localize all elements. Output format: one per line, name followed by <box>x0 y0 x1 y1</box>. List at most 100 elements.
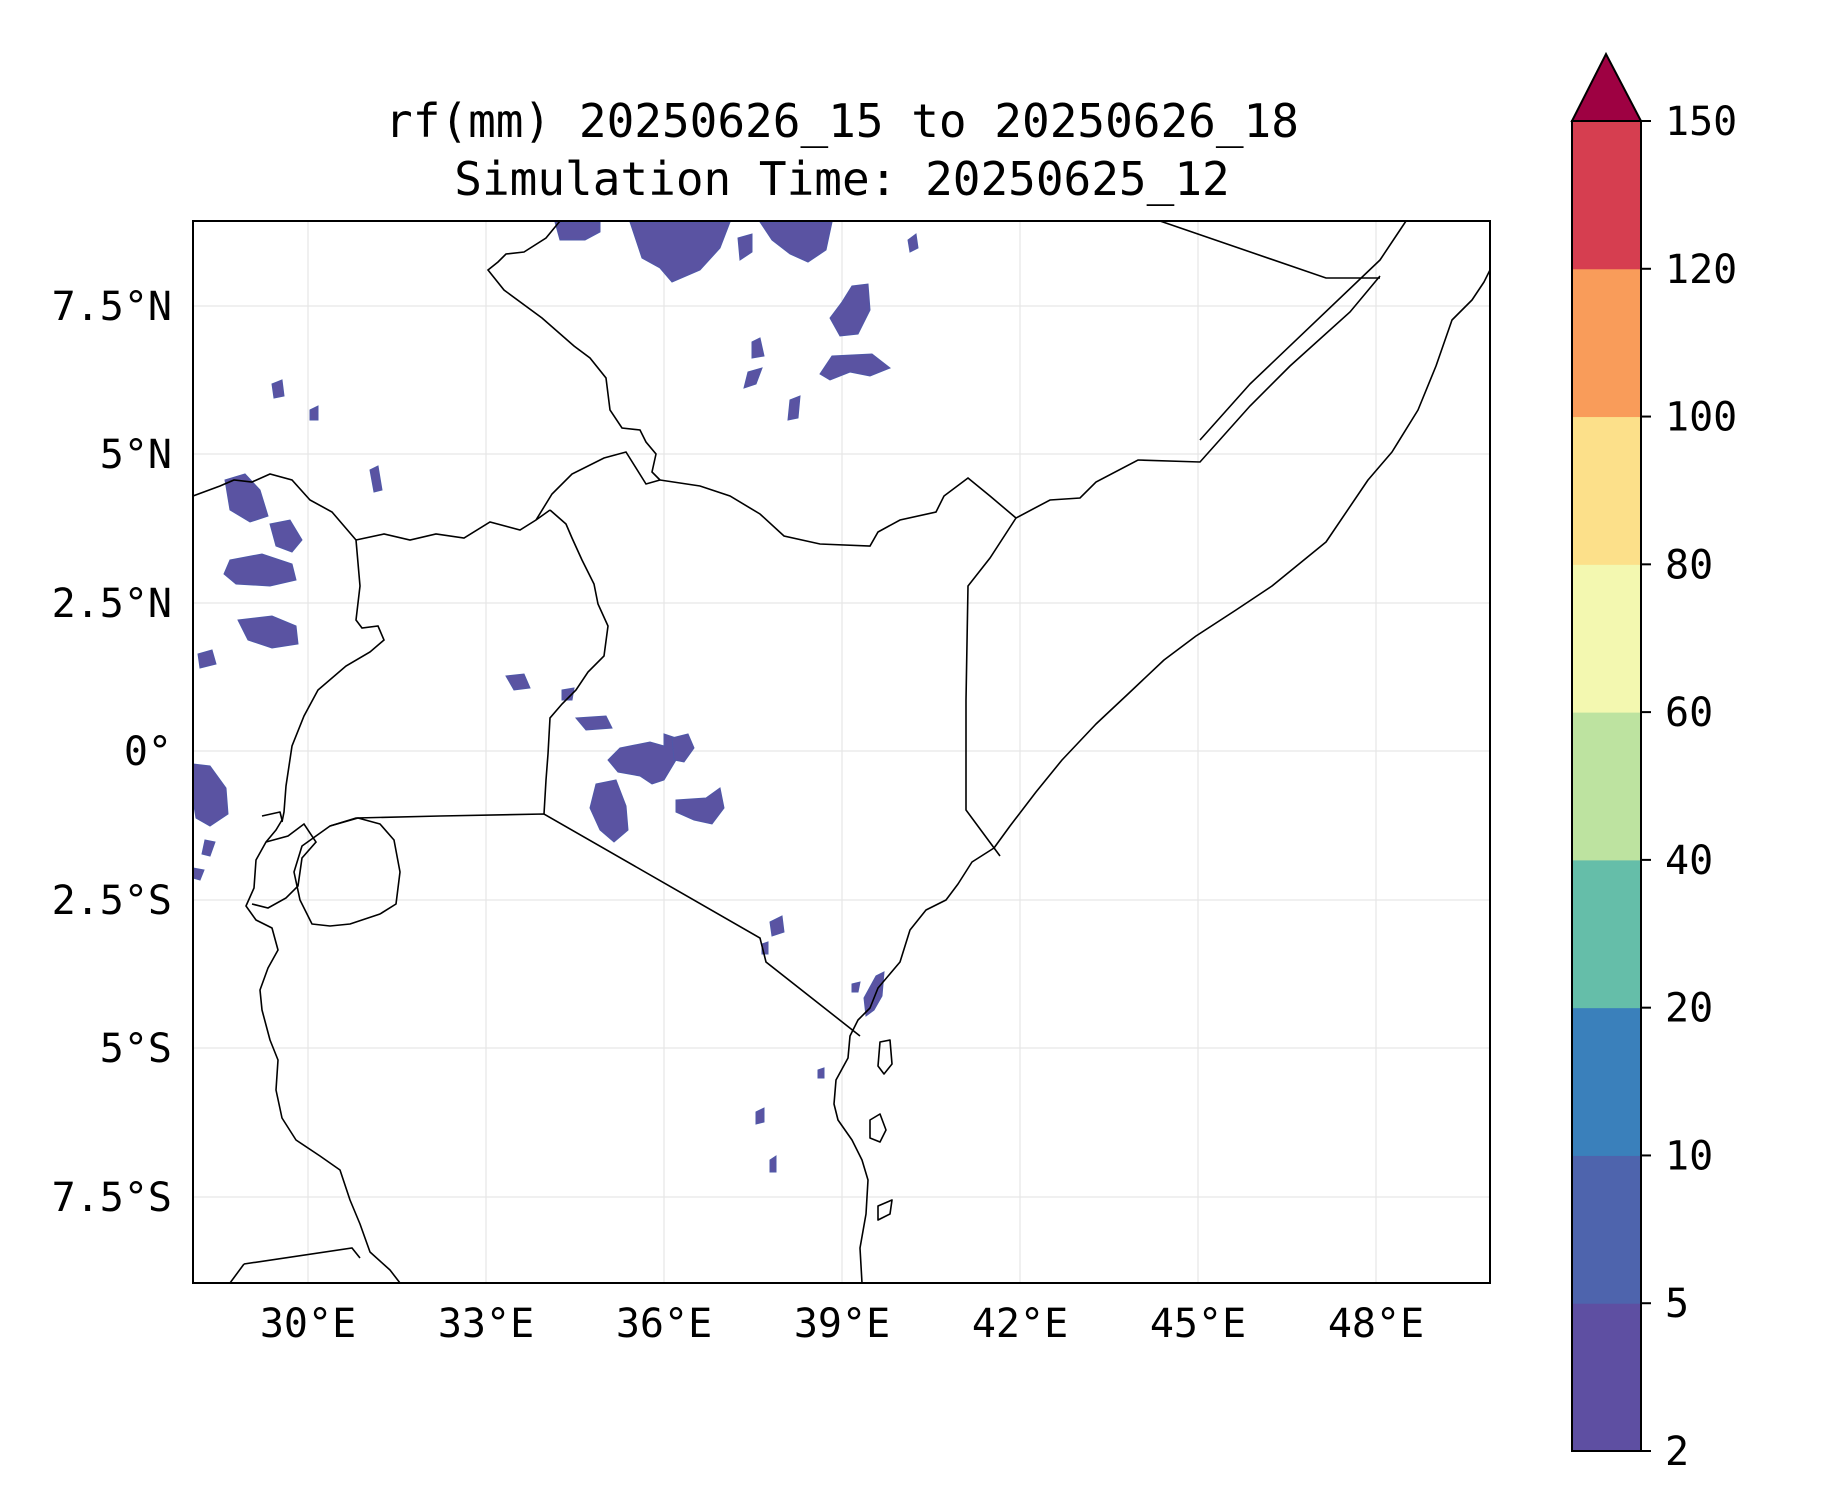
coastline-somalia <box>833 269 1490 1283</box>
rain-patch-kenya-coast <box>851 981 861 993</box>
colorbar: 2 5 10 20 40 60 80 100 120 150 <box>1570 51 1737 1475</box>
colorbar-extend-arrow <box>1570 51 1643 122</box>
lon-tick-label: 45°E <box>1150 1301 1246 1347</box>
lake-tanganyika-shore <box>245 811 401 1283</box>
rain-patch-uganda <box>574 715 613 731</box>
rain-patch-uganda <box>505 673 531 691</box>
rain-patch-kenya-west <box>607 733 677 785</box>
colorbar-band <box>1572 1155 1641 1304</box>
rain-patch-ethiopia-central <box>751 337 765 359</box>
rainfall-areas <box>193 221 919 1173</box>
border-ethiopia-somalia <box>1015 275 1381 519</box>
colorbar-tick-label: 5 <box>1665 1281 1689 1327</box>
coastline-red-sea <box>1199 221 1407 441</box>
colorbar-tick-label: 120 <box>1665 247 1737 293</box>
colorbar-tick-label: 40 <box>1665 838 1713 884</box>
colorbar-tick-label: 20 <box>1665 986 1713 1032</box>
rain-patch-tanzania <box>769 1155 777 1173</box>
colorbar-tick-label: 2 <box>1665 1429 1689 1475</box>
border-zambia-drc <box>229 1263 245 1283</box>
rain-patch-uganda <box>561 687 575 701</box>
lat-tick-label: 7.5°S <box>52 1175 172 1221</box>
pemba-island <box>877 1039 893 1075</box>
border-sudan-ethiopia <box>486 221 661 481</box>
country-borders <box>193 221 1381 1283</box>
border-rwanda-burundi <box>251 822 318 909</box>
colorbar-tick-label: 80 <box>1665 542 1713 588</box>
lon-tick-label: 39°E <box>794 1301 890 1347</box>
colorbar-bands <box>1572 121 1641 1452</box>
rain-patch-south-sudan <box>369 465 383 493</box>
border-somaliland <box>1159 221 1380 279</box>
colorbar-band <box>1572 416 1641 565</box>
colorbar-band <box>1572 1303 1641 1452</box>
rain-patch-ethiopia-central <box>819 353 891 381</box>
rain-patch-drc-west <box>223 553 297 587</box>
colorbar-band <box>1572 121 1641 270</box>
rain-patch-kenya-west <box>589 779 629 843</box>
rain-patch-drc-west <box>197 649 217 669</box>
colorbar-tick-label: 60 <box>1665 690 1713 736</box>
map-title-line1: rf(mm) 20250626_15 to 20250626_18 <box>385 94 1299 148</box>
colorbar-tick-label: 10 <box>1665 1133 1713 1179</box>
rain-patch-drc-west <box>237 615 299 649</box>
colorbar-band <box>1572 712 1641 861</box>
lon-tick-label: 42°E <box>972 1301 1068 1347</box>
border-tanzania-zambia <box>243 1247 361 1265</box>
colorbar-band <box>1572 859 1641 1009</box>
lon-tick-label: 33°E <box>438 1301 534 1347</box>
border-uganda-kenya <box>543 509 609 815</box>
lat-tick-label: 2.5°N <box>52 581 172 627</box>
rain-patch-tanzania <box>817 1067 825 1079</box>
rain-patch-ethiopia-north <box>629 221 731 283</box>
zanzibar-island <box>869 1113 887 1143</box>
map-title-line2: Simulation Time: 20250625_12 <box>454 152 1229 206</box>
rain-patch-ethiopia-north <box>737 233 753 261</box>
rain-patch-kenya-west <box>675 787 725 825</box>
rain-patch-kenya-west <box>671 733 695 763</box>
lake-victoria <box>293 817 401 927</box>
colorbar-tick-label: 150 <box>1665 99 1737 145</box>
border-ssudan-uganda <box>355 509 551 541</box>
latitude-axis: 7.5°N 5°N 2.5°N 0° 2.5°S 5°S 7.5°S <box>52 284 172 1221</box>
rain-patch-ethiopia-central <box>787 395 801 421</box>
lat-tick-label: 5°S <box>100 1026 172 1072</box>
border-ethiopia-kenya <box>659 476 1017 547</box>
rain-patch-ethiopia-central <box>829 283 871 337</box>
colorbar-band <box>1572 268 1641 418</box>
border-drc-ssudan <box>193 473 357 541</box>
rain-patch-ethiopia-central <box>743 367 763 389</box>
lat-tick-label: 0° <box>124 729 172 775</box>
map-panel <box>192 220 1491 1284</box>
rain-patch-drc-west <box>224 473 269 523</box>
colorbar-ticks: 2 5 10 20 40 60 80 100 120 150 <box>1641 99 1737 1475</box>
colorbar-frame <box>1571 120 1642 1452</box>
lat-tick-label: 7.5°N <box>52 284 172 330</box>
map-frame <box>192 220 1491 1284</box>
border-ssudan-ethiopia <box>535 451 661 521</box>
rain-patch-drc-west <box>193 867 205 881</box>
lon-tick-label: 48°E <box>1328 1301 1424 1347</box>
lat-tick-label: 2.5°S <box>52 878 172 924</box>
colorbar-band <box>1572 1007 1641 1156</box>
border-tanzania-uganda-kenya <box>329 813 861 1037</box>
rain-patch-tanzania <box>755 1107 765 1125</box>
rain-patch-ethiopia-north <box>907 233 919 253</box>
rain-patch-south-sudan <box>309 405 319 421</box>
mafia-island <box>877 1199 893 1221</box>
lon-tick-label: 30°E <box>260 1301 356 1347</box>
coastlines <box>245 221 1490 1283</box>
longitude-axis: 30°E 33°E 36°E 39°E 42°E 45°E 48°E <box>260 1301 1424 1347</box>
lat-tick-label: 5°N <box>100 432 172 478</box>
colorbar-band <box>1572 564 1641 713</box>
rain-patch-kenya-south <box>769 915 785 937</box>
border-kenya-somalia <box>965 517 1017 857</box>
rain-patch-kenya-coast <box>863 971 885 1017</box>
lon-tick-label: 36°E <box>616 1301 712 1347</box>
colorbar-tick-label: 100 <box>1665 395 1737 441</box>
rain-patch-south-sudan <box>271 379 285 399</box>
border-drc-uganda <box>281 539 385 823</box>
rain-patch-drc-west <box>201 839 216 857</box>
rain-patch-drc-west <box>269 519 303 553</box>
